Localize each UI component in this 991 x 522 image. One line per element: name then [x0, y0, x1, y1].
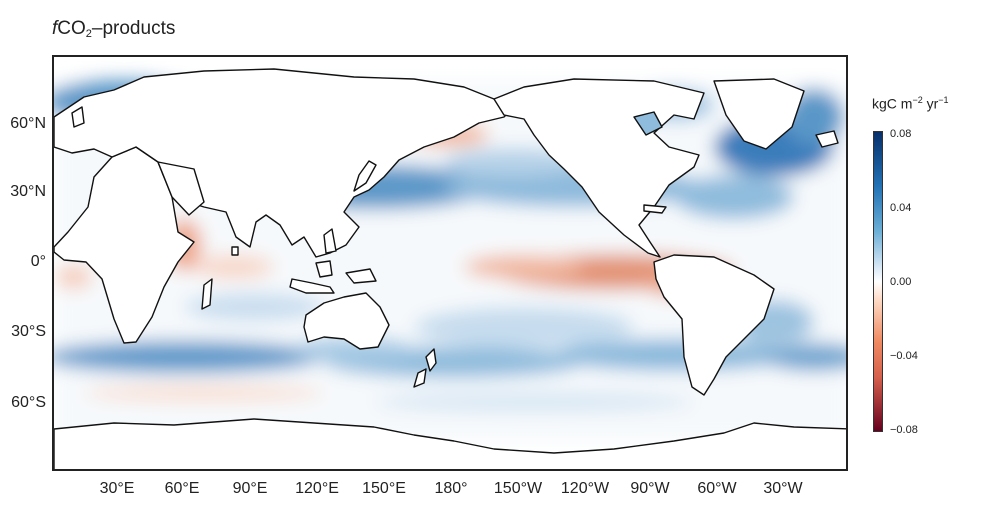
- lon-label-120e: 120°E: [295, 480, 339, 497]
- lon-label-150w: 150°W: [493, 480, 543, 497]
- lat-label-30n: 30°N: [10, 183, 46, 200]
- colorbar: [873, 131, 883, 432]
- lon-label-60e: 60°E: [164, 480, 200, 497]
- lon-label-120w: 120°W: [560, 480, 610, 497]
- lon-label-30w: 30°W: [763, 480, 803, 497]
- lon-label-90w: 90°W: [630, 480, 670, 497]
- colorbar-tick: −0.04: [890, 350, 918, 362]
- colorbar-tick: 0.04: [890, 202, 912, 214]
- coastlines: [54, 68, 846, 469]
- lon-label-30e: 30°E: [99, 480, 135, 497]
- colorbar-tick: −0.08: [890, 424, 918, 436]
- lon-label-180: 180°: [434, 480, 468, 497]
- colorbar-units: kgC m−2 yr−1: [872, 95, 949, 112]
- colorbar-tick: 0.00: [890, 276, 912, 288]
- lon-label-150e: 150°E: [362, 480, 406, 497]
- lat-label-0: 0°: [30, 253, 46, 270]
- lon-label-60w: 60°W: [697, 480, 737, 497]
- lon-label-90e: 90°E: [232, 480, 268, 497]
- lat-label-30s: 30°S: [11, 323, 46, 340]
- flux-map: [52, 55, 848, 471]
- colorbar-tick: 0.08: [890, 128, 912, 140]
- lat-label-60s: 60°S: [11, 394, 46, 411]
- map-title: fCO2–products: [52, 18, 176, 40]
- lat-label-60n: 60°N: [10, 115, 46, 132]
